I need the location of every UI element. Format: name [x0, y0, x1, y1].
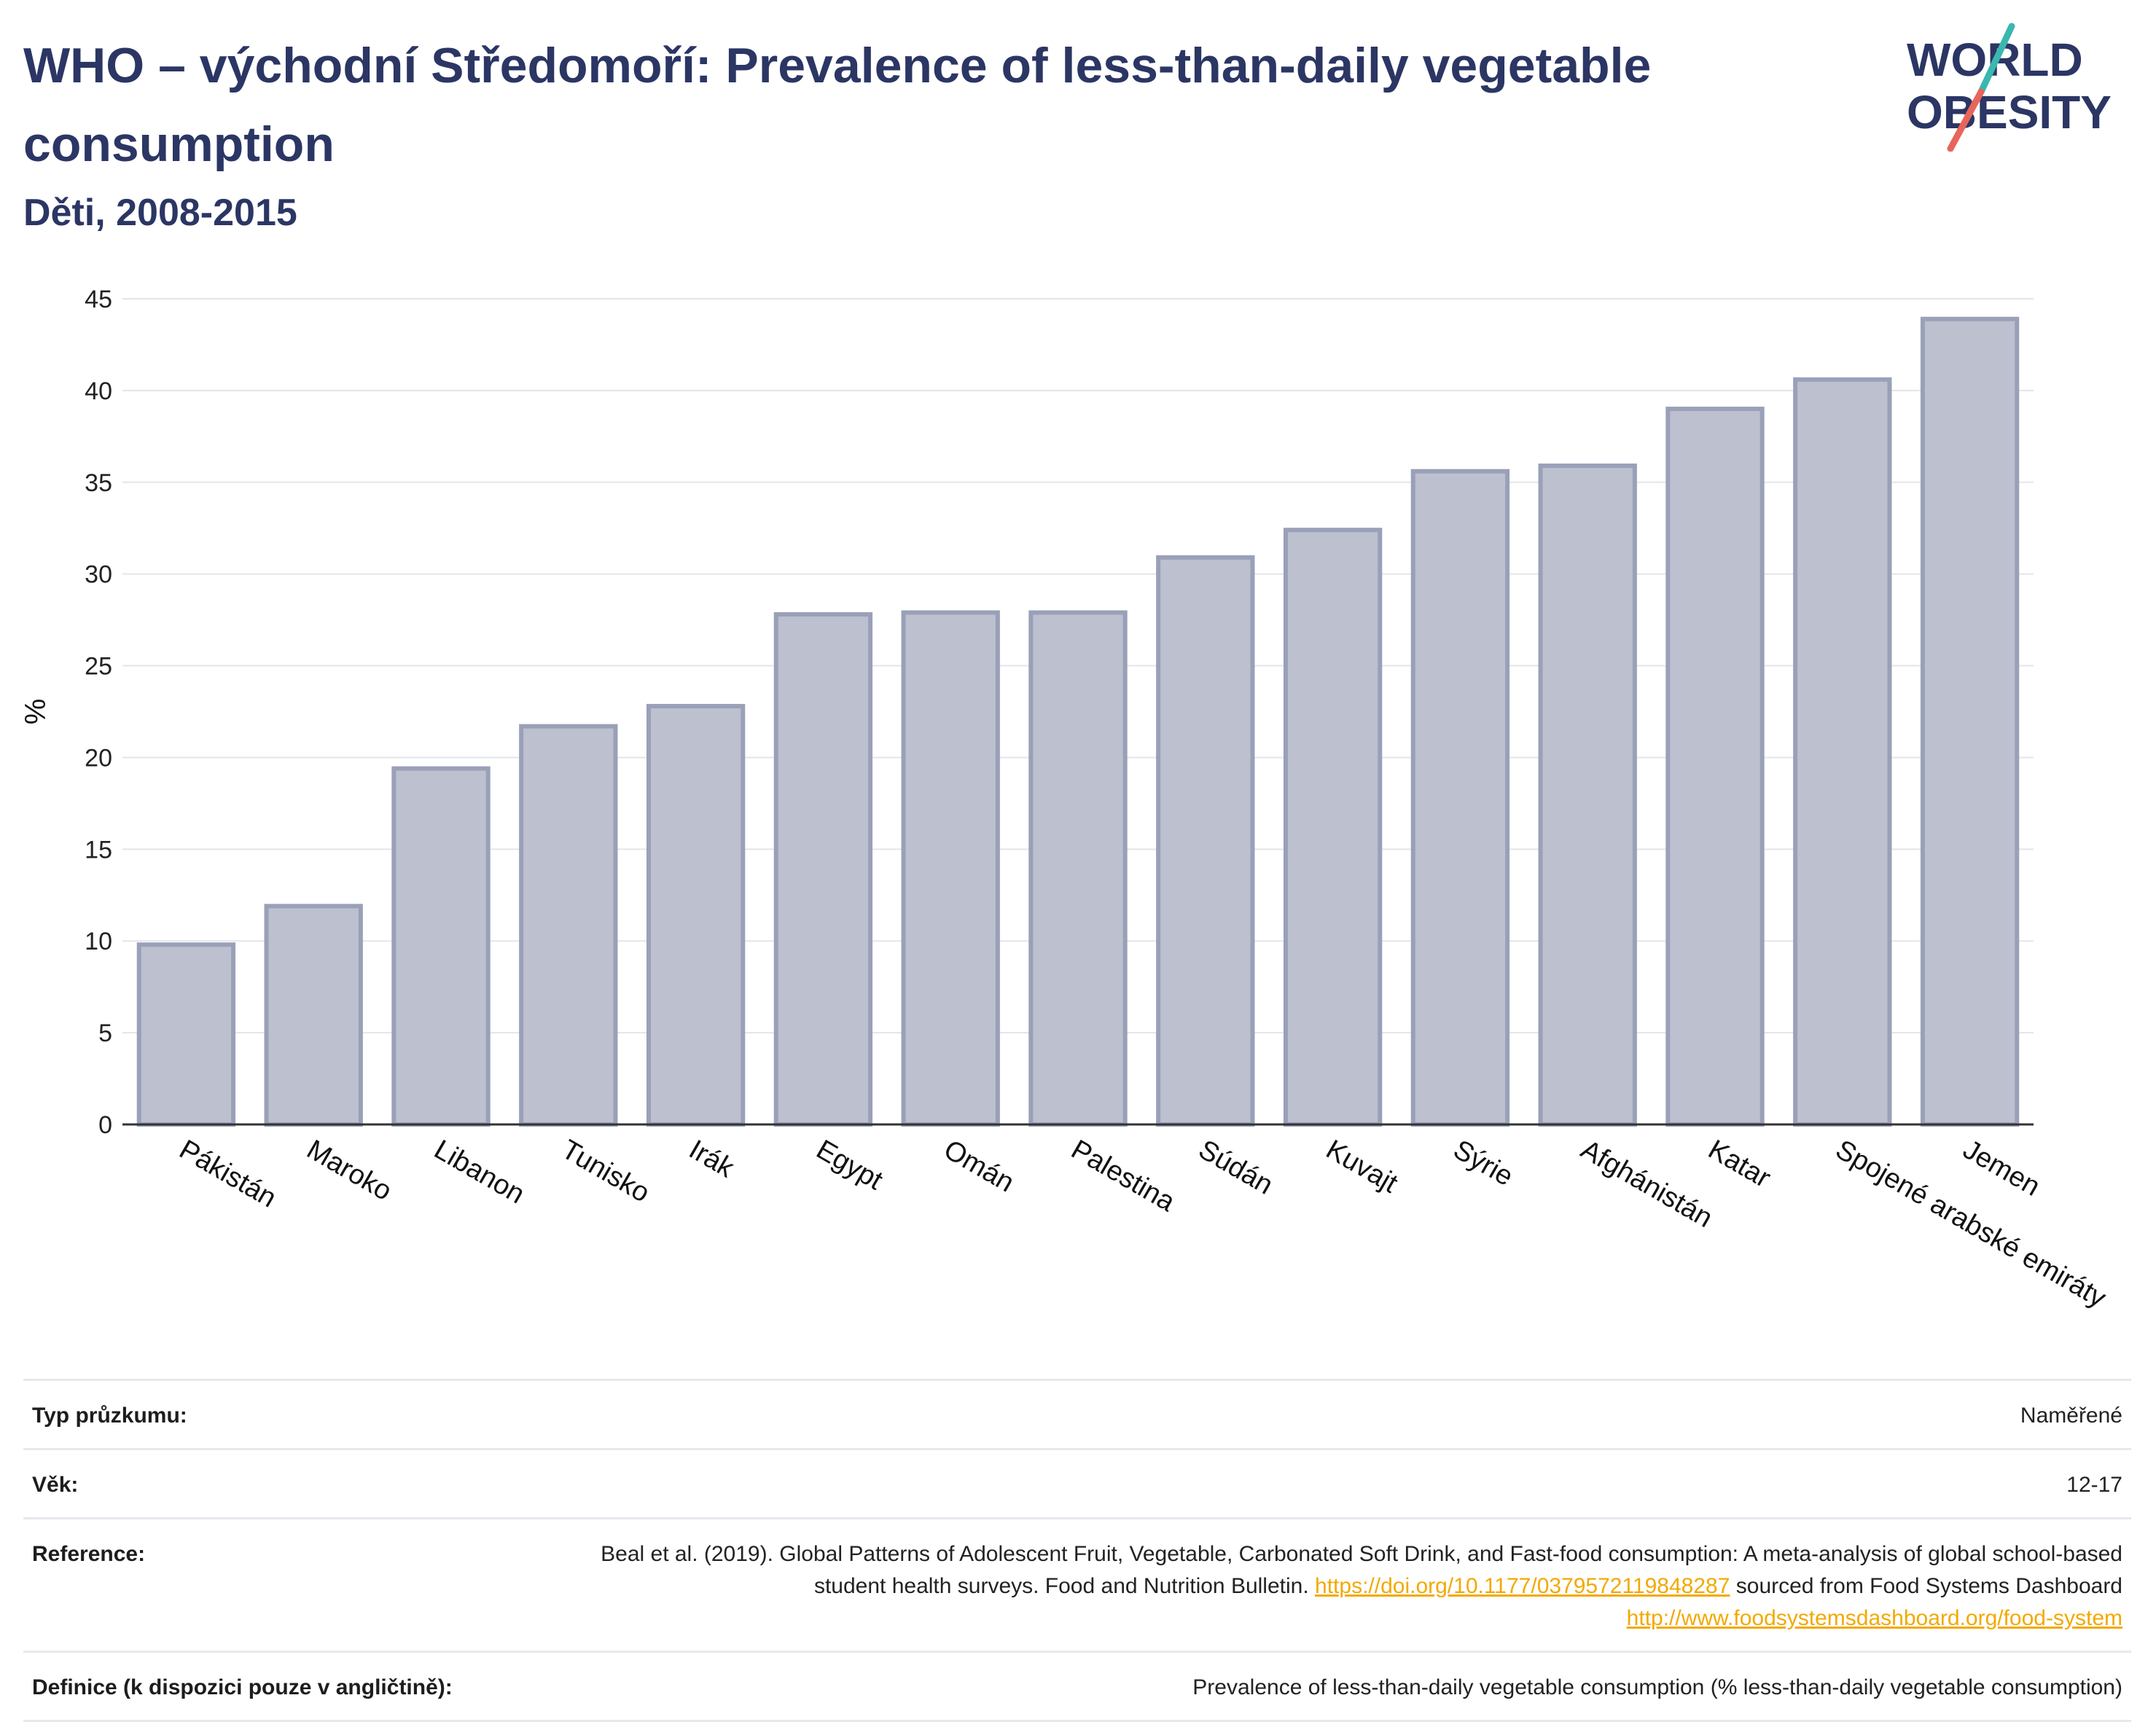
reference-label: Reference:: [32, 1542, 146, 1566]
x-label-tunisko: Tunisko: [556, 1134, 655, 1208]
bar-spojené-arabské-emiráty[interactable]: [1793, 377, 1892, 1127]
logo-line-2: OBESITY: [1907, 86, 2112, 138]
x-category-labels: Pákistán Maroko Libanon Tunisko Irák Egypt Omá…: [174, 1134, 2111, 1314]
bar-chart: 0 5 10 15 20 25 30 35 40 45 Pákistán Maroko Libanon…: [20, 286, 2111, 1314]
y-tick-5: 5: [98, 1019, 112, 1047]
y-tick-20: 20: [85, 744, 112, 772]
y-tick-40: 40: [85, 377, 112, 405]
x-label-egypt: Egypt: [811, 1134, 888, 1196]
logo-slash-bottom: [1947, 88, 1985, 152]
bar-afghánistán[interactable]: [1538, 463, 1637, 1127]
x-label-palestina: Palestina: [1066, 1134, 1181, 1218]
x-label-maroko: Maroko: [302, 1134, 397, 1207]
definition-value: Prevalence of less-than-daily vegetable …: [1192, 1675, 2122, 1699]
bar-katar[interactable]: [1665, 407, 1765, 1127]
survey-type-value: Naměřené: [2020, 1404, 2122, 1428]
x-label-katar: Katar: [1703, 1134, 1776, 1194]
bar-súdán[interactable]: [1156, 555, 1255, 1127]
reference-text: Beal et al. (2019). Global Patterns of A…: [601, 1542, 2122, 1598]
x-label-pákistán: Pákistán: [174, 1134, 281, 1213]
survey-type-label: Typ průzkumu:: [32, 1404, 187, 1428]
y-tick-30: 30: [85, 561, 112, 589]
logo-slash-top: [1977, 23, 2015, 95]
bar-irák[interactable]: [646, 703, 746, 1127]
world-obesity-logo: WORLD OBESITY: [1907, 23, 2112, 152]
age-value: 12-17: [2066, 1473, 2122, 1497]
bar-pákistán[interactable]: [136, 942, 236, 1127]
bar-palestina[interactable]: [1028, 610, 1128, 1127]
y-axis-title: %: [20, 699, 52, 725]
age-label: Věk:: [32, 1473, 79, 1497]
meta-row-age: Věk: 12-17: [23, 1448, 2131, 1517]
y-tick-labels: 0 5 10 15 20 25 30 35 40 45: [85, 286, 112, 1139]
chart-title: WHO – východní Středomoří: Prevalence of…: [23, 38, 1652, 172]
x-label-omán: Omán: [939, 1134, 1020, 1198]
bar-tunisko[interactable]: [519, 724, 618, 1127]
x-label-irák: Irák: [684, 1134, 740, 1184]
x-label-súdán: Súdán: [1193, 1134, 1278, 1200]
meta-row-survey-type: Typ průzkumu: Naměřené: [23, 1379, 2131, 1448]
bar-maroko[interactable]: [264, 904, 363, 1127]
bars: [136, 316, 2020, 1127]
y-tick-35: 35: [85, 469, 112, 497]
doi-link[interactable]: https://doi.org/10.1177/0379572119848287: [1315, 1574, 1730, 1598]
metadata-table: Typ průzkumu: Naměřené Věk: 12-17 Refere…: [23, 1379, 2131, 1722]
y-tick-0: 0: [98, 1111, 112, 1139]
meta-row-definition: Definice (k dispozici pouze v angličtině…: [23, 1651, 2131, 1722]
bar-jemen[interactable]: [1920, 316, 2020, 1127]
x-label-libanon: Libanon: [429, 1134, 530, 1210]
y-tick-10: 10: [85, 928, 112, 955]
reference-mid-text: sourced from Food Systems Dashboard: [1735, 1574, 2122, 1598]
bar-omán[interactable]: [901, 610, 1000, 1127]
x-label-jemen: Jemen: [1958, 1134, 2045, 1202]
reference-value: Beal et al. (2019). Global Patterns of A…: [563, 1538, 2122, 1635]
x-label-afghánistán: Afghánistán: [1576, 1134, 1718, 1234]
y-tick-15: 15: [85, 836, 112, 864]
x-label-sýrie: Sýrie: [1448, 1134, 1518, 1192]
bar-sýrie[interactable]: [1410, 469, 1510, 1127]
y-tick-25: 25: [85, 653, 112, 681]
x-label-kuvajt: Kuvajt: [1321, 1134, 1403, 1199]
definition-label: Definice (k dispozici pouze v angličtině…: [32, 1675, 453, 1699]
bar-libanon[interactable]: [391, 766, 491, 1127]
y-tick-45: 45: [85, 286, 112, 313]
chart-subtitle: Děti, 2008-2015: [23, 192, 297, 234]
food-systems-link[interactable]: http://www.foodsystemsdashboard.org/food…: [1626, 1606, 2122, 1630]
bar-kuvajt[interactable]: [1283, 528, 1383, 1127]
bar-egypt[interactable]: [773, 612, 873, 1127]
meta-row-reference: Reference: Beal et al. (2019). Global Pa…: [23, 1517, 2131, 1651]
